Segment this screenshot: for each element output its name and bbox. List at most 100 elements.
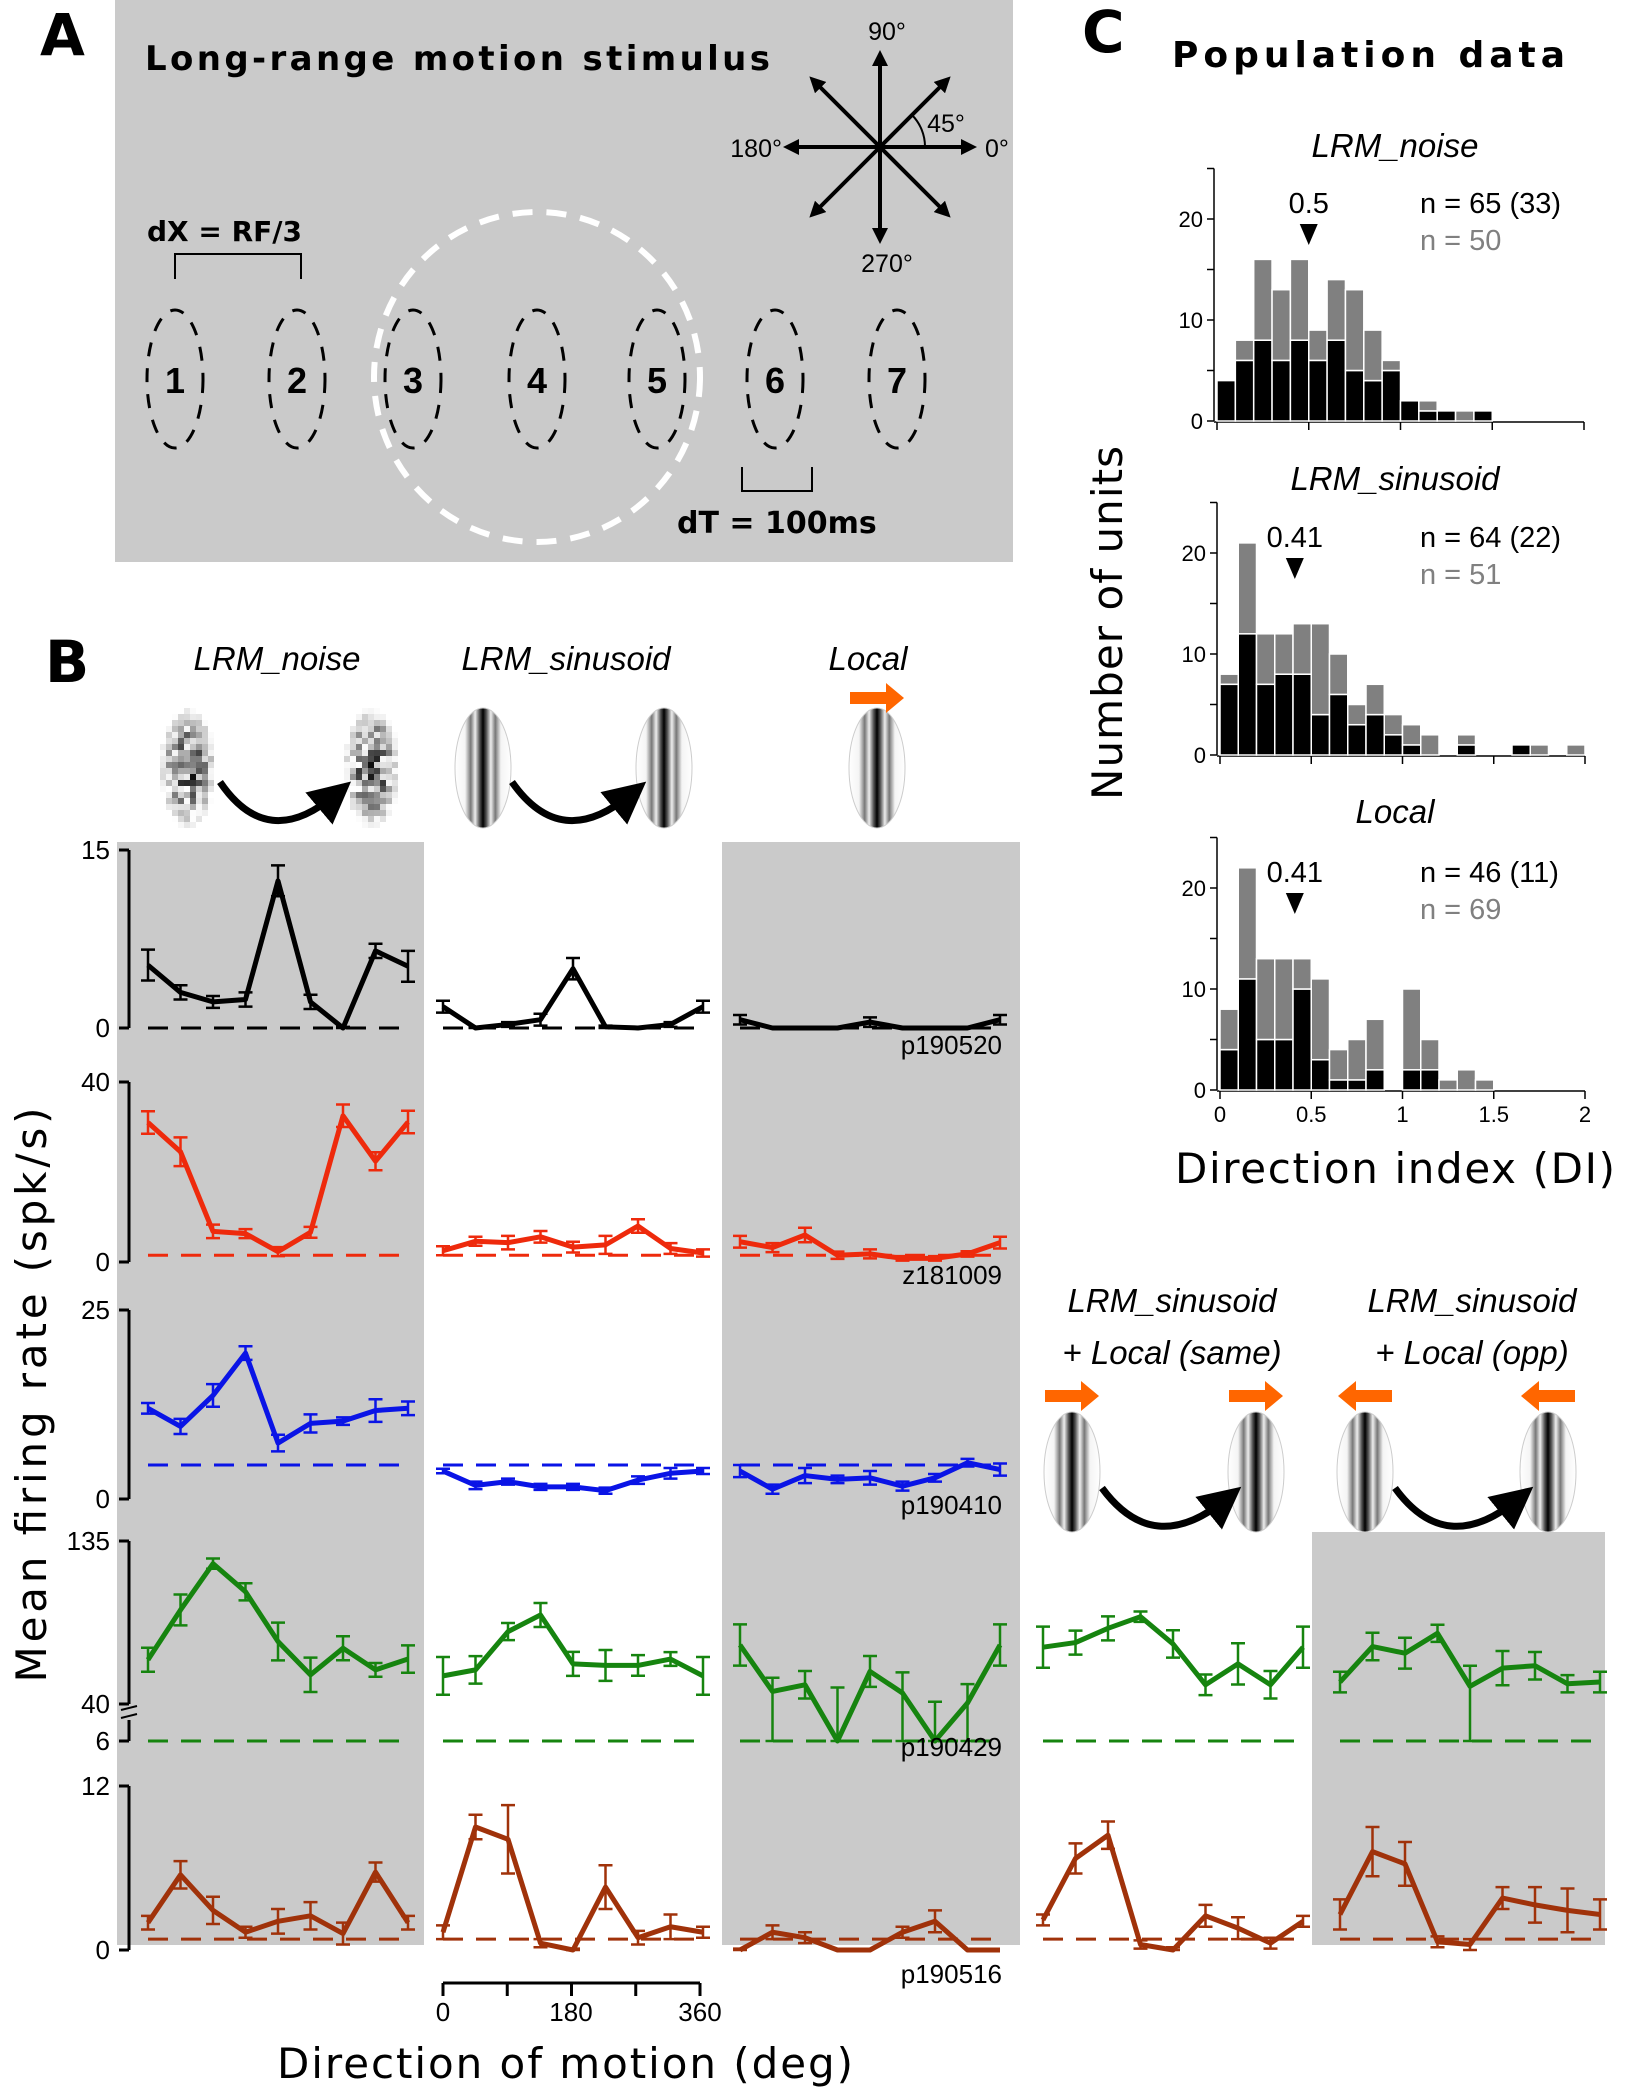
column-title-opp-line2: + Local (opp) bbox=[1375, 1334, 1569, 1371]
noise-pixel bbox=[196, 732, 202, 738]
noise-pixel bbox=[356, 804, 362, 810]
error-bar bbox=[993, 1623, 1007, 1667]
noise-pixel bbox=[362, 756, 368, 762]
error-bar bbox=[663, 1913, 678, 1941]
noise-pixel bbox=[374, 804, 380, 810]
hist-bar-black bbox=[1365, 713, 1385, 756]
noise-pixel bbox=[196, 780, 202, 786]
noise-pixel bbox=[196, 750, 202, 756]
noise-pixel bbox=[374, 798, 380, 804]
error-bar bbox=[863, 1469, 877, 1486]
noise-pixel bbox=[380, 798, 386, 804]
error-bar bbox=[436, 1245, 450, 1257]
tuning-curve-p190429-col2 bbox=[733, 1623, 1007, 1744]
error-bar bbox=[501, 1234, 515, 1251]
noise-pixel bbox=[368, 762, 374, 768]
error-bar bbox=[1068, 1842, 1083, 1875]
error-bar bbox=[238, 1581, 253, 1602]
noise-pixel bbox=[380, 714, 386, 720]
noise-pixel bbox=[178, 798, 184, 804]
noise-pixel bbox=[374, 780, 380, 786]
error-bar bbox=[501, 1621, 515, 1642]
noise-pixel bbox=[202, 750, 208, 756]
noise-pixel bbox=[374, 744, 380, 750]
hist-bar-black bbox=[1344, 369, 1365, 422]
error-bar bbox=[401, 1400, 415, 1417]
noise-pixel bbox=[184, 720, 190, 726]
error-bar bbox=[1463, 1937, 1477, 1952]
error-bar bbox=[436, 999, 450, 1014]
noise-pixel bbox=[196, 816, 202, 822]
error-bar bbox=[1365, 1825, 1380, 1878]
column-title-lrm-noise: LRM_noise bbox=[194, 640, 361, 677]
hist-bar-gray bbox=[1252, 258, 1273, 341]
noise-pixel bbox=[202, 768, 208, 774]
error-bar bbox=[1133, 1939, 1148, 1950]
noise-pixel bbox=[392, 798, 398, 804]
error-bar bbox=[1398, 1840, 1412, 1888]
tuning-curve-p190516-col0 bbox=[141, 1859, 415, 1946]
error-bar bbox=[368, 1397, 383, 1424]
hist-bar-black bbox=[1274, 1038, 1294, 1091]
error-bar bbox=[863, 1248, 877, 1260]
noise-pixel bbox=[356, 732, 362, 738]
error-bar bbox=[1333, 1898, 1347, 1931]
aperture-outline bbox=[745, 308, 805, 450]
noise-pixel bbox=[368, 768, 374, 774]
hist-bar-gray bbox=[1308, 329, 1328, 362]
noise-pixel bbox=[374, 720, 380, 726]
error-bar bbox=[696, 1466, 710, 1476]
noise-pixel bbox=[202, 744, 208, 750]
hist-bar-gray bbox=[1383, 713, 1404, 736]
noise-pixel bbox=[172, 768, 178, 774]
hist-bar-gray bbox=[1401, 988, 1422, 1071]
y-tick-label: 0 bbox=[96, 1484, 110, 1514]
tuning-curve-z181009-col1 bbox=[436, 1218, 710, 1258]
error-bar bbox=[566, 956, 580, 981]
noise-pixel bbox=[350, 804, 356, 810]
hist-bar-gray bbox=[1274, 957, 1294, 1041]
cell-id-label: z181009 bbox=[902, 1260, 1002, 1290]
noise-pixel bbox=[362, 810, 368, 816]
hist-bar-black bbox=[1216, 379, 1237, 422]
n-gray-label: n = 69 bbox=[1420, 894, 1501, 926]
noise-pixel bbox=[386, 786, 392, 792]
noise-pixel bbox=[184, 822, 190, 828]
error-bar bbox=[1166, 1628, 1180, 1659]
hist-bar-gray bbox=[1529, 744, 1550, 756]
noise-pixel bbox=[356, 780, 362, 786]
orange-arrow-right-icon bbox=[1229, 1381, 1283, 1411]
hist-bar-gray bbox=[1347, 1038, 1367, 1081]
noise-pixel bbox=[386, 780, 392, 786]
hist-bar-black bbox=[1456, 744, 1477, 756]
error-bar bbox=[993, 1235, 1007, 1250]
noise-pixel bbox=[380, 804, 386, 810]
hist-bar-gray bbox=[1420, 734, 1440, 756]
noise-pixel bbox=[362, 786, 368, 792]
arrow-shaft bbox=[1229, 1390, 1265, 1402]
noise-pixel bbox=[178, 822, 184, 828]
noise-pixel bbox=[350, 798, 356, 804]
tuning-curve-p190410-col0 bbox=[141, 1345, 415, 1467]
hist-bar-gray bbox=[1326, 278, 1347, 341]
n-black-label: n = 64 (22) bbox=[1420, 522, 1561, 554]
shaded-column-local bbox=[722, 842, 1020, 1945]
hist-bar-gray bbox=[1310, 978, 1331, 1061]
hist-y-tick-label: 20 bbox=[1182, 541, 1206, 566]
noise-pixel bbox=[196, 798, 202, 804]
noise-pixel bbox=[350, 792, 356, 798]
error-bar bbox=[238, 1227, 253, 1240]
noise-pixel bbox=[356, 792, 362, 798]
grating-patch-icon bbox=[635, 707, 693, 829]
noise-pixel bbox=[362, 750, 368, 756]
noise-pixel bbox=[166, 804, 172, 810]
error-bar bbox=[1133, 1610, 1148, 1624]
error-bar bbox=[696, 1925, 710, 1939]
orange-arrow-left-icon bbox=[1521, 1381, 1575, 1411]
noise-pixel bbox=[362, 726, 368, 732]
noise-pixel bbox=[392, 738, 398, 744]
noise-pixel bbox=[362, 738, 368, 744]
noise-pixel bbox=[202, 792, 208, 798]
angle-label-90: 90° bbox=[868, 18, 906, 46]
arrow-shaft bbox=[1356, 1390, 1392, 1402]
